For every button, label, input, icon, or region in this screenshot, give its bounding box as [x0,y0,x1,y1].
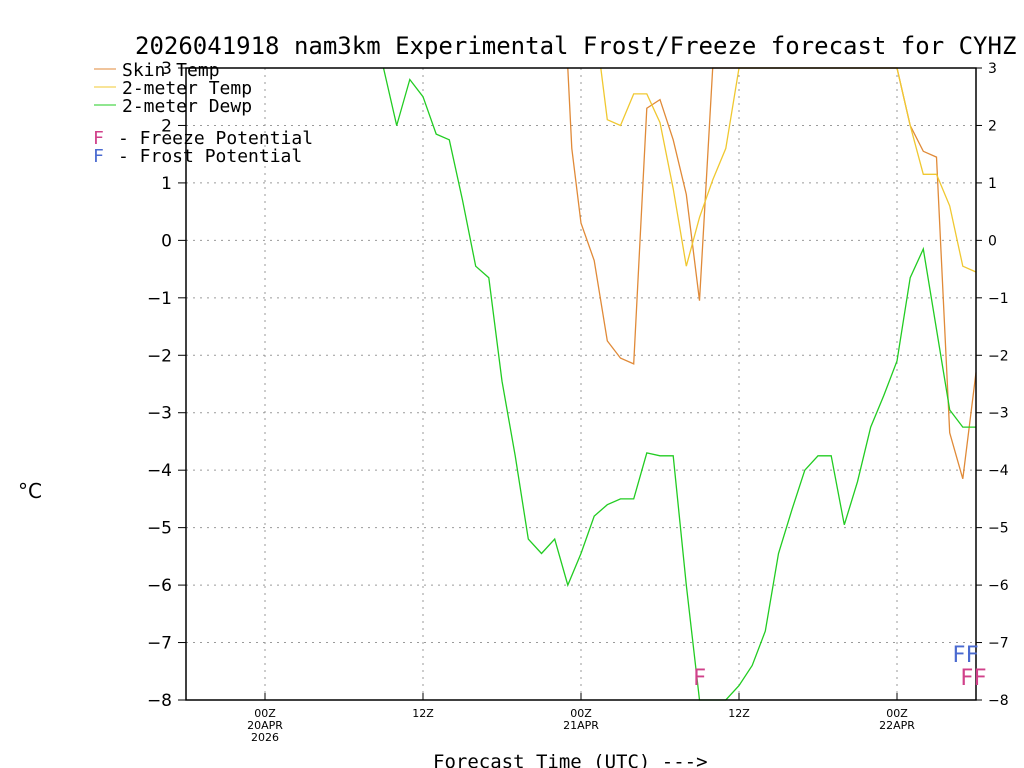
chart-title: 2026041918 nam3km Experimental Frost/Fre… [135,32,1016,60]
y-tick-label: −2 [147,346,172,366]
y-tick-label-right: −3 [988,406,1009,422]
y-tick-label: −8 [147,691,172,711]
legend-dewp-label: 2-meter Dewp [122,96,252,117]
y-tick-label-right: −2 [988,348,1009,364]
grid [186,68,976,700]
y-tick-label: 2 [161,116,172,136]
y-tick-label: −6 [147,576,172,596]
series-line-2-meter-dewp [382,67,976,701]
y-tick-label-right: −1 [988,291,1009,307]
x-tick-label: 20APR [247,719,283,732]
x-tick-label: 12Z [412,707,434,720]
frost-potential-marker: FF [952,643,979,668]
freeze-potential-marker: FF [960,666,987,691]
x-tick-label: 2026 [251,731,279,744]
y-tick-label: −5 [147,519,172,539]
y-tick-label: 1 [161,174,172,194]
y-tick-label-right: 3 [988,61,997,77]
x-axis-label: Forecast Time (UTC) ---> [433,751,708,768]
y-axis-label: °C [18,479,42,503]
y-tick-label: −7 [147,634,172,654]
series-line-2-meter-temp [600,67,977,273]
axis-ticks: 3 3 2 2 1 1 0 0 −1 −1 −2 −2 −3 −3 −4 −4 −5 −5 −6 −6 −7 −7 −8 −8… [147,59,1009,744]
y-tick-label-right: −7 [988,636,1009,652]
y-tick-label-right: −6 [988,578,1009,594]
legend-freeze-label: - Freeze Potential [118,128,313,149]
legend-t2m-label: 2-meter Temp [122,78,252,99]
x-tick-label: 00Z [886,707,908,720]
x-tick-label: 21APR [563,719,599,732]
x-tick-label: 12Z [728,707,750,720]
freeze-potential-marker: F [693,666,706,691]
legend-frost-label: - Frost Potential [118,146,302,167]
y-tick-label-right: 2 [988,118,997,134]
y-tick-label-right: 1 [988,176,997,192]
legend-frost-marker: F [93,146,104,167]
x-tick-label: 22APR [879,719,915,732]
y-tick-label: −1 [147,289,172,309]
y-tick-label-right: −4 [988,463,1009,479]
y-tick-label: 3 [161,59,172,79]
x-tick-label: 00Z [254,707,276,720]
series-lines [382,67,977,701]
legend-freeze-marker: F [93,128,104,149]
y-tick-label: −4 [147,461,172,481]
y-tick-label: 0 [161,231,172,251]
y-tick-label: −3 [147,404,172,424]
x-tick-label: 00Z [570,707,592,720]
legend: Skin Temp 2-meter Temp 2-meter Dewp F - … [93,60,313,167]
y-tick-label-right: 0 [988,233,997,249]
y-tick-label-right: −5 [988,521,1009,537]
legend-skin-label: Skin Temp [122,60,220,81]
y-tick-label-right: −8 [988,693,1009,709]
series-line-skin-temp [567,67,977,479]
